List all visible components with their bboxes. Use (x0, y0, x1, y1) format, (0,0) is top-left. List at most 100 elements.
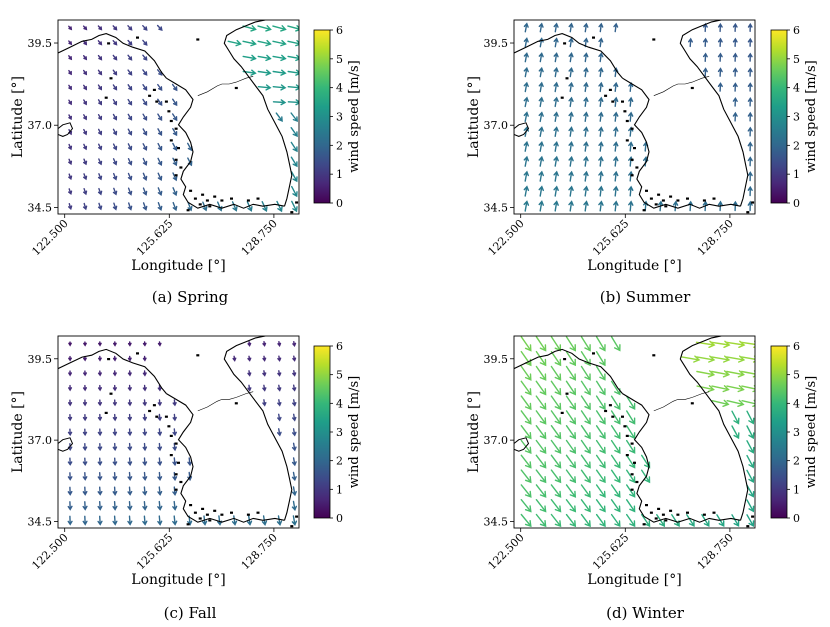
wind-arrow (565, 380, 577, 396)
wind-arrow (626, 410, 636, 425)
wind-arrow (538, 185, 544, 197)
island (611, 100, 615, 103)
wind-arrow (127, 113, 133, 121)
wind-arrow (262, 370, 267, 377)
wind-arrow (157, 500, 163, 511)
wind-arrow (97, 413, 103, 422)
wind-arrow (610, 499, 621, 513)
island (193, 511, 197, 514)
island (136, 36, 139, 39)
island (604, 409, 608, 413)
wind-arrow (82, 414, 88, 422)
wind-arrow (127, 515, 133, 526)
island (654, 203, 658, 206)
x-tick-label: 128.750 (695, 217, 736, 258)
wind-arrow (613, 96, 619, 107)
wind-arrow (127, 428, 133, 437)
coastline (58, 33, 167, 79)
wind-arrow (82, 40, 88, 46)
island (657, 507, 661, 510)
wind-arrow (142, 172, 148, 181)
wind-arrow (747, 156, 753, 167)
wind-arrow (262, 384, 267, 392)
wind-arrow (568, 170, 574, 182)
island (290, 525, 294, 528)
wind-arrow (598, 66, 604, 78)
wind-arrow (538, 52, 544, 63)
island (712, 197, 716, 200)
wind-arrow (187, 457, 193, 467)
island (592, 352, 595, 355)
wind-arrow (68, 25, 73, 31)
x-axis-label: Longitude [°] (131, 258, 225, 274)
wind-arrow (98, 143, 103, 151)
wind-arrow (538, 37, 544, 48)
wind-arrow (550, 336, 562, 352)
wind-arrow (157, 172, 163, 181)
wind-arrow (142, 399, 147, 407)
wind-arrow (247, 370, 252, 377)
wind-arrow (553, 140, 559, 152)
wind-arrow (97, 515, 103, 526)
wind-arrow (553, 96, 559, 108)
y-axis-label: Latitude [°] (466, 391, 482, 473)
island (690, 86, 694, 90)
wind-arrow (583, 185, 589, 197)
wind-arrow (553, 185, 559, 197)
y-tick-label: 34.5 (28, 515, 53, 528)
island (177, 147, 180, 150)
wind-arrow (127, 39, 133, 46)
island (625, 454, 629, 457)
y-tick-label: 37.0 (28, 434, 53, 447)
wind-arrow (292, 341, 297, 347)
wind-arrow (580, 380, 591, 396)
wind-arrow (747, 200, 753, 212)
wind-arrow (277, 399, 282, 407)
wind-arrow (535, 499, 547, 513)
map-area (58, 336, 299, 528)
wind-arrow (68, 384, 73, 392)
wind-arrow (272, 84, 287, 91)
colorbar-tick-label: 0 (336, 197, 343, 210)
wind-arrow (523, 140, 529, 152)
wind-arrow (747, 52, 753, 62)
island (630, 174, 634, 177)
island (189, 504, 193, 507)
y-tick-label: 39.5 (484, 353, 509, 366)
wind-arrow (741, 385, 755, 393)
wind-arrow (257, 54, 272, 62)
wind-arrow (98, 341, 102, 347)
wind-arrow (142, 157, 148, 166)
wind-arrow (68, 114, 72, 121)
wind-arrow (217, 515, 223, 526)
island (107, 42, 111, 45)
wind-arrow (247, 355, 252, 362)
x-tick-label: 125.625 (590, 217, 631, 258)
wind-arrow (626, 499, 636, 513)
wind-arrow (97, 472, 103, 481)
island (746, 525, 750, 528)
wind-arrow (628, 155, 634, 167)
island (230, 511, 233, 514)
wind-arrow (687, 200, 694, 212)
x-axis-label: Longitude [°] (131, 572, 225, 588)
wind-arrow (142, 413, 147, 422)
wind-arrow (598, 37, 604, 48)
y-tick-label: 37.0 (484, 119, 509, 132)
wind-arrow (142, 202, 148, 211)
x-axis-label: Longitude [°] (587, 258, 681, 274)
wind-arrow (553, 155, 559, 167)
island (563, 358, 567, 361)
wind-arrow (583, 37, 589, 48)
wind-arrow (172, 113, 178, 122)
wind-arrow (717, 82, 723, 92)
wind-arrow (142, 384, 147, 392)
wind-arrow (157, 341, 162, 347)
x-tick-label: 125.625 (590, 531, 631, 572)
wind-arrow (68, 143, 73, 151)
wind-arrow (550, 365, 562, 381)
island (246, 199, 250, 202)
wind-arrow (287, 54, 299, 62)
wind-arrow (142, 355, 147, 362)
wind-arrow (550, 499, 562, 513)
